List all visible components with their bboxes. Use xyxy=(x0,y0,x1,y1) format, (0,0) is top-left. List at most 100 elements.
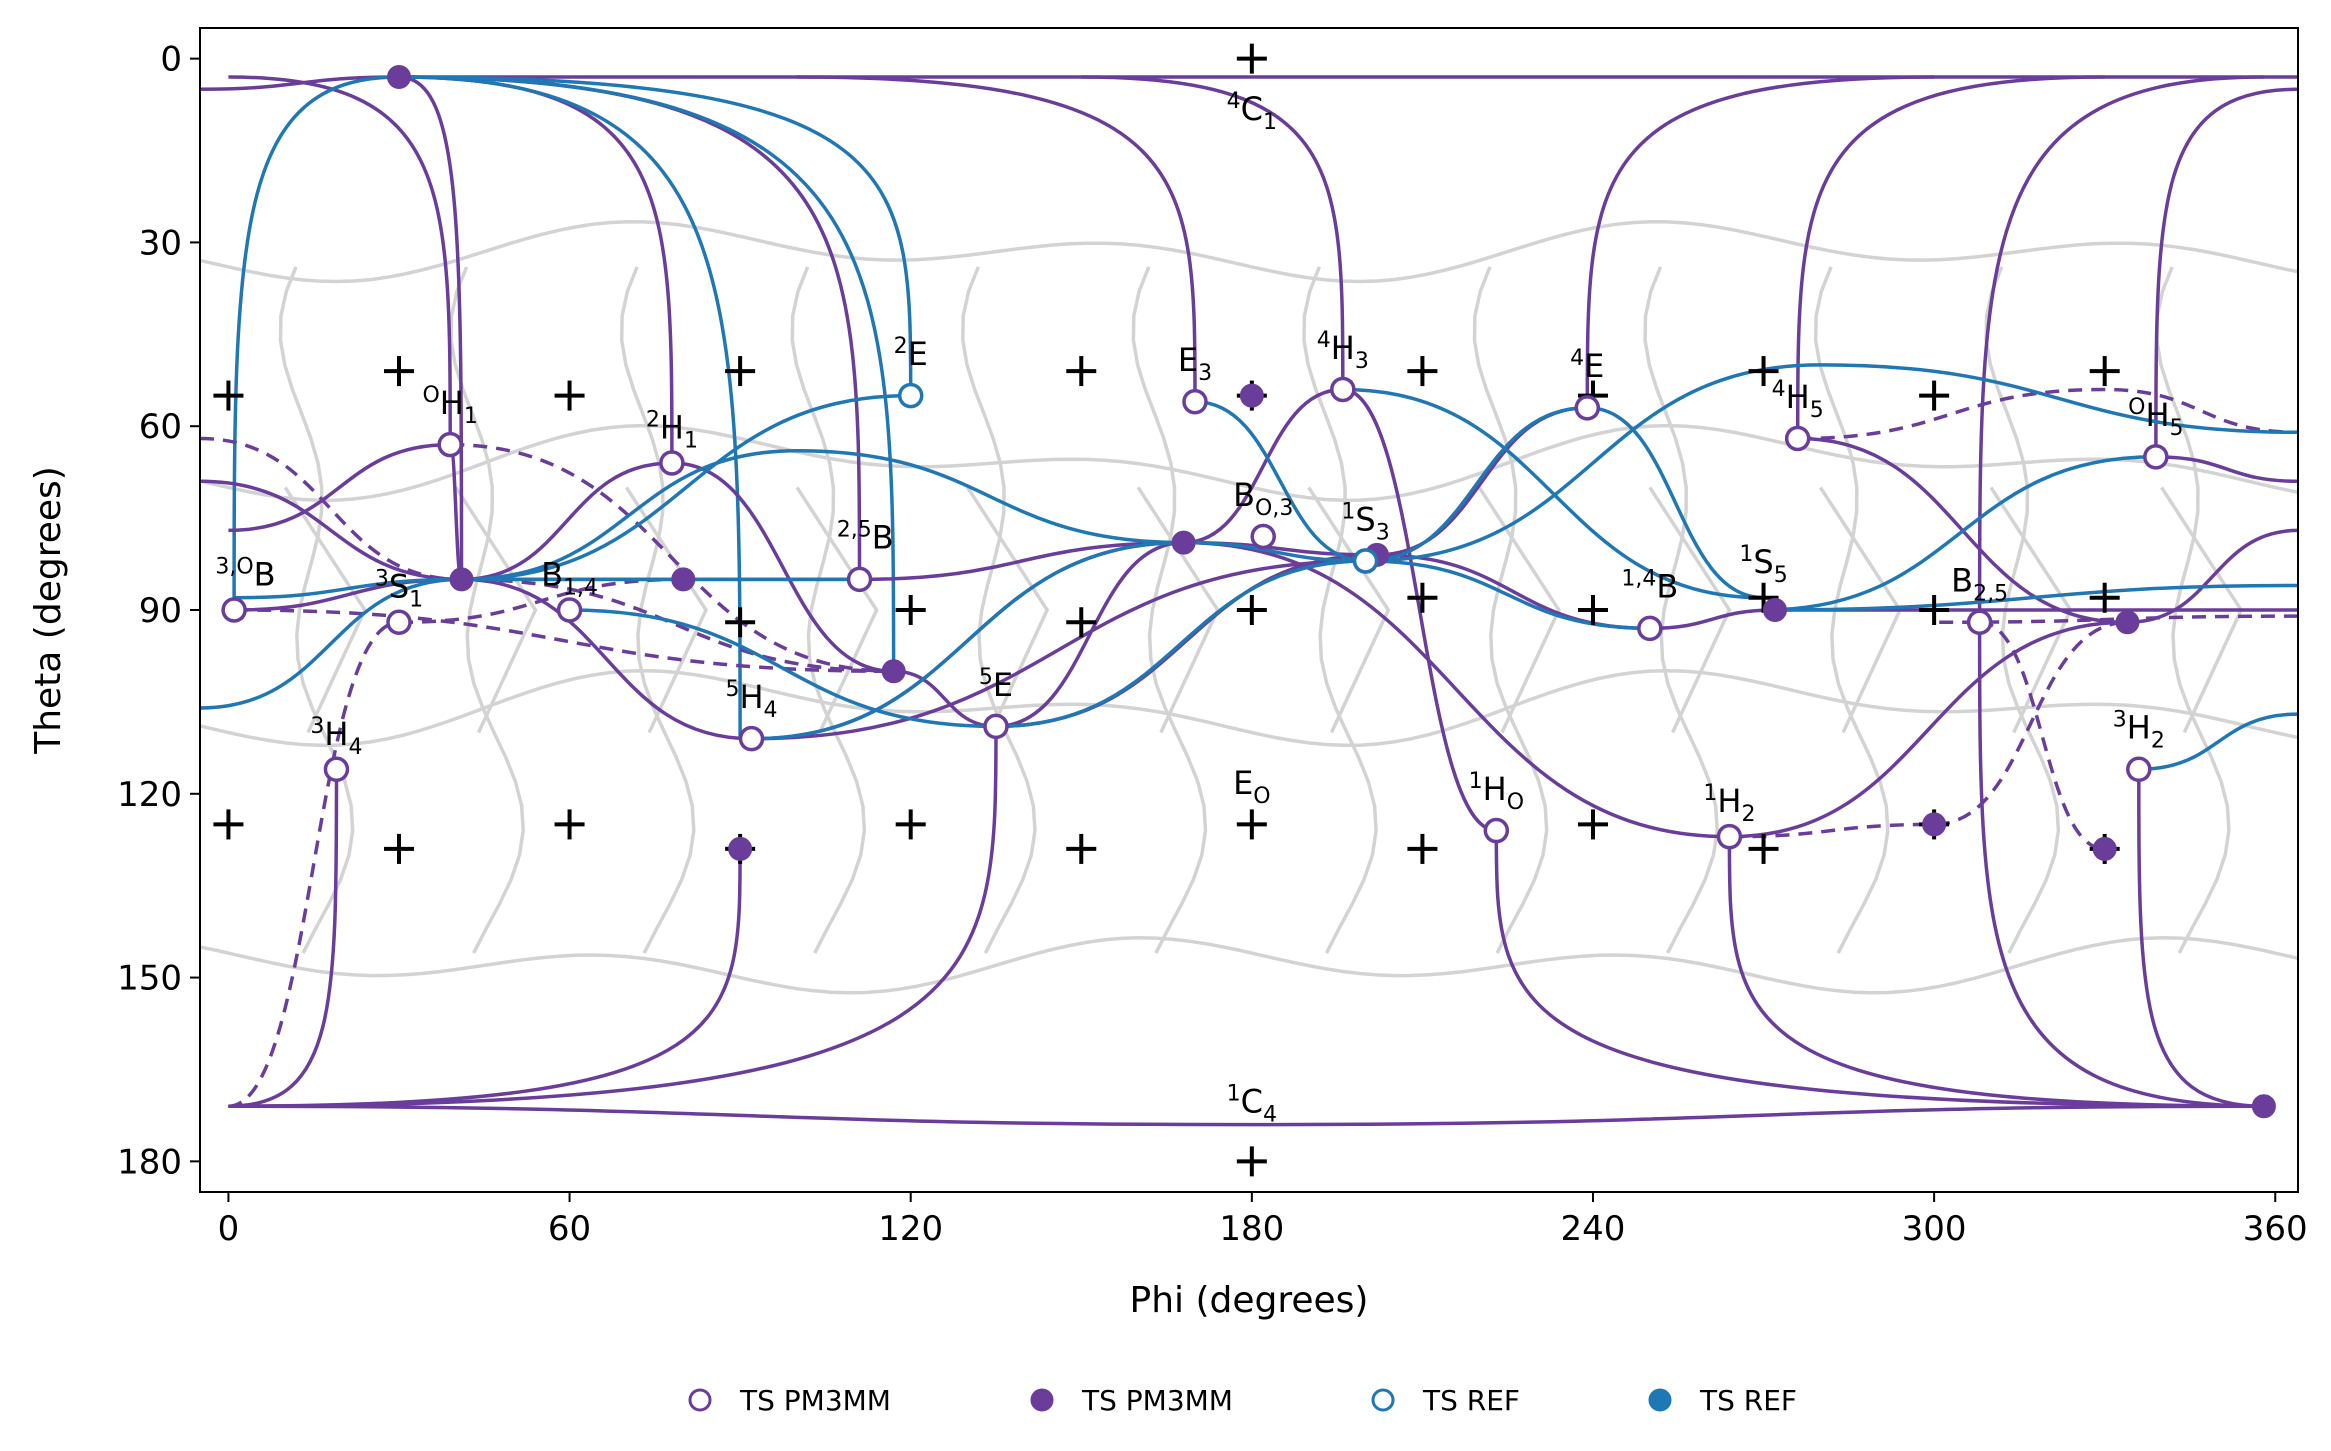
ts-open-point xyxy=(1716,823,1743,850)
conformer-cross xyxy=(1577,595,1608,625)
mesh-meridian-4 xyxy=(961,266,1037,954)
ts-filled-point xyxy=(1762,598,1787,622)
conformer-cross xyxy=(1748,356,1779,387)
eq-dash-2 xyxy=(450,442,894,674)
path-c4-5h4 xyxy=(228,848,742,1108)
conformer-cross xyxy=(383,833,414,864)
pucker-label: 3,OB xyxy=(215,554,275,593)
ref-3 xyxy=(234,577,860,600)
legend-marker xyxy=(688,1388,712,1412)
legend-marker xyxy=(1371,1388,1395,1412)
axes: 0 60 120 180 240 300 360 0 30 60 90 120 150 180 xyxy=(117,40,2308,1249)
pucker-label: 4H5 xyxy=(1772,377,1824,423)
conformer-cross xyxy=(213,809,244,840)
ref-c1-5h4 xyxy=(398,75,742,739)
y-tick-label: 60 xyxy=(139,407,182,447)
ref-6 xyxy=(1194,399,1366,563)
conformer-cross xyxy=(895,809,926,840)
eq-6 xyxy=(995,540,2298,729)
ref-12 xyxy=(2138,712,2298,772)
eq-dash-5 xyxy=(1797,387,2298,441)
pucker-label: 1S3 xyxy=(1341,499,1389,545)
ts-open-point xyxy=(437,431,463,458)
ts-filled-point xyxy=(2115,610,2140,635)
path-c4-b25 xyxy=(1977,622,2264,1108)
conformer-cross xyxy=(1577,809,1608,840)
path-c4-5e xyxy=(228,726,998,1108)
ts-filled-point xyxy=(449,567,474,592)
eq-dash-6 xyxy=(1729,620,2128,839)
path-pole-top xyxy=(200,75,2298,92)
pucker-labels: 4C1 1C4 EO OH1 2H1 2E 2,5B E3 4H3 4E 4H5 OH5 3,OB 3S1… xyxy=(215,89,2183,1127)
pucker-label: 1,4B xyxy=(1621,567,1678,606)
ts-open-point xyxy=(556,597,583,623)
mesh-band-1 xyxy=(200,423,2298,503)
mesh-band-0 xyxy=(200,220,2298,284)
eq-10 xyxy=(2155,455,2298,484)
mesh-meridian-8 xyxy=(1643,266,1719,954)
legend-label: TS PM3MM xyxy=(739,1384,891,1417)
mesh-band-3 xyxy=(200,936,2298,995)
ts-open-point xyxy=(1330,376,1356,403)
ref-5 xyxy=(751,540,1366,741)
eq-dash-3 xyxy=(234,608,894,674)
pucker-label: 3H4 xyxy=(310,714,362,760)
path-c4-3h2 xyxy=(2137,769,2264,1108)
ts-filled-point xyxy=(1239,383,1264,408)
ts-open-point xyxy=(2126,756,2152,783)
mesh-meridian-3 xyxy=(790,266,867,954)
legend-entry: TS REF xyxy=(1648,1384,1797,1417)
pucker-label: 4H3 xyxy=(1317,328,1369,374)
mesh-meridian-0 xyxy=(278,266,355,954)
legend-marker xyxy=(1030,1388,1054,1412)
ts-open-point xyxy=(1574,395,1601,421)
ref-9 xyxy=(1342,387,1764,600)
ts-open-point xyxy=(1250,523,1276,550)
ts-filled-point xyxy=(1922,812,1947,837)
pucker-label: 3H2 xyxy=(2113,708,2165,754)
path-c1-e3 xyxy=(796,75,1197,402)
ts-open-point xyxy=(1182,388,1208,415)
pucker-label: 2,5B xyxy=(837,518,894,557)
ref-8 xyxy=(1365,363,2298,563)
conformer-cross xyxy=(1066,607,1097,638)
legend-label: TS PM3MM xyxy=(1081,1384,1233,1417)
eq-dash-7 xyxy=(1979,620,2105,851)
ts-filled-point xyxy=(881,659,906,684)
ref-2 xyxy=(461,448,1184,582)
x-tick-label: 60 xyxy=(548,1209,591,1249)
pucker-label: B1,4 xyxy=(541,555,598,600)
y-tick-label: 90 xyxy=(139,591,182,631)
eq-1 xyxy=(228,442,464,582)
pucker-label: 1H2 xyxy=(1703,781,1755,827)
legend-entry: TS REF xyxy=(1371,1384,1520,1417)
pucker-label: B2,5 xyxy=(1951,562,2008,607)
ref-c1-25b xyxy=(398,75,896,672)
transition-paths xyxy=(200,75,2298,1127)
pucker-label: 1C4 xyxy=(1227,1081,1277,1127)
mesh-band-2 xyxy=(200,668,2298,748)
ref-c1-2e xyxy=(398,75,913,396)
ts-filled-point xyxy=(671,567,696,592)
conformer-cross xyxy=(1066,356,1097,387)
conformer-cross xyxy=(1236,809,1267,840)
pucker-label: E3 xyxy=(1178,341,1212,386)
conformer-cross xyxy=(1066,833,1097,864)
y-tick-label: 120 xyxy=(117,775,182,815)
eq-dash-8 xyxy=(1934,614,2298,625)
ts-open-point xyxy=(897,382,924,409)
mesh-meridian-6 xyxy=(1302,266,1378,954)
ref-13 xyxy=(1365,559,1650,631)
ts-open-point xyxy=(1966,609,1993,636)
conformer-cross xyxy=(1236,1146,1267,1177)
eq-dash-4 xyxy=(398,577,684,625)
conformer-cross xyxy=(213,380,244,411)
y-tick-label: 0 xyxy=(160,40,182,80)
conformer-cross xyxy=(1236,595,1267,625)
conformer-cross xyxy=(1407,356,1438,387)
pucker-label: EO xyxy=(1233,764,1271,809)
eq-7 xyxy=(1183,528,2298,839)
ts-open-point xyxy=(2143,444,2169,470)
pucker-label: 4E xyxy=(1570,346,1604,385)
y-tick-label: 30 xyxy=(139,223,182,263)
